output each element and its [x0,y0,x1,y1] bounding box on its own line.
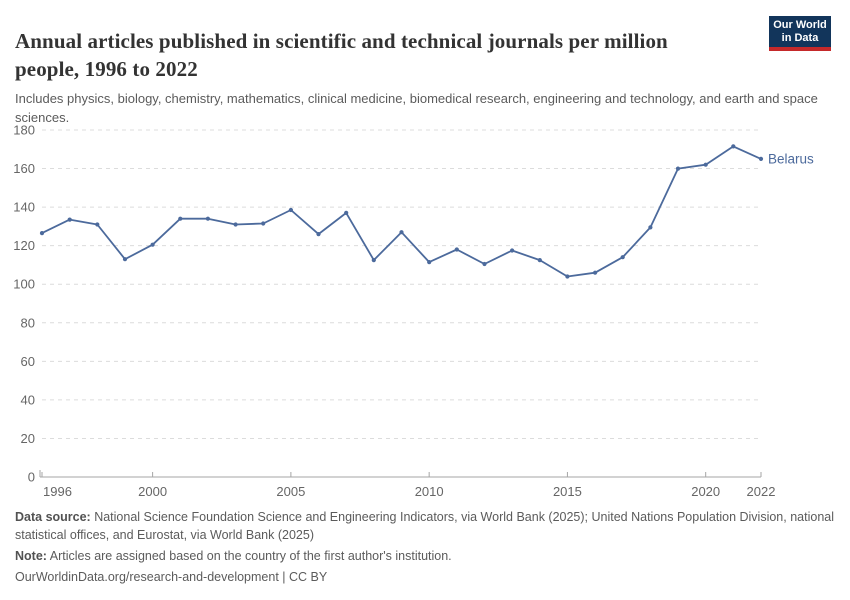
data-point-marker[interactable] [703,162,708,167]
data-point-marker[interactable] [731,144,736,149]
y-axis-tick-label: 80 [21,315,35,330]
data-point-marker[interactable] [565,274,570,279]
data-source-label: Data source: [15,510,91,524]
x-axis-tick-label: 2010 [415,484,444,499]
data-point-marker[interactable] [648,225,653,230]
data-point-marker[interactable] [537,258,542,263]
y-axis-tick-label: 160 [13,161,35,176]
data-point-marker[interactable] [316,232,321,237]
y-axis-tick-label: 120 [13,238,35,253]
data-point-marker[interactable] [758,156,764,161]
data-point-marker[interactable] [675,166,681,171]
series-end-label[interactable]: Belarus [768,151,814,166]
data-point-marker[interactable] [509,248,515,253]
chart-title: Annual articles published in scientific … [15,29,668,82]
data-point-marker[interactable] [205,216,210,221]
y-axis-tick-label: 40 [21,392,35,407]
data-point-marker[interactable] [371,258,376,263]
data-point-marker[interactable] [178,216,183,221]
data-point-marker[interactable] [67,217,72,222]
y-axis-tick-label: 100 [13,277,35,292]
y-axis-tick-label: 60 [21,354,35,369]
y-axis-tick-label: 180 [13,123,35,138]
data-point-marker[interactable] [399,230,404,235]
data-point-marker[interactable] [122,257,128,262]
data-source-line: Data source: National Science Foundation… [15,508,837,544]
y-axis-tick-label: 140 [13,200,35,215]
data-point-marker[interactable] [233,222,238,227]
x-axis-tick-label: 1996 [43,484,72,499]
data-source-text: National Science Foundation Science and … [15,510,834,542]
x-axis-tick-label: 2015 [553,484,582,499]
series-line[interactable] [41,145,762,278]
data-point-marker[interactable] [482,261,487,267]
data-point-marker[interactable] [39,231,45,236]
y-axis-tick-label: 20 [21,431,35,446]
data-point-marker[interactable] [288,207,293,213]
x-axis-tick-label: 2022 [747,484,776,499]
data-point-marker[interactable] [344,210,349,215]
footer-link[interactable]: OurWorldinData.org/research-and-developm… [15,570,328,584]
x-axis-tick-label: 2020 [691,484,720,499]
note-label: Note: [15,549,47,563]
data-point-marker[interactable] [620,255,625,260]
note-text: Articles are assigned based on the count… [46,549,452,563]
note-line: Note: Articles are assigned based on the… [15,547,837,565]
data-point-marker[interactable] [593,270,598,275]
x-axis-tick-label: 2005 [276,484,305,499]
x-axis-tick-label: 2000 [138,484,167,499]
owid-logo[interactable]: Our World in Data [769,16,831,51]
data-point-marker[interactable] [150,242,155,247]
chart-subtitle: Includes physics, biology, chemistry, ma… [15,91,818,125]
owid-logo-line2: in Data [781,31,819,44]
owid-logo-line1: Our World [773,19,827,31]
data-point-marker[interactable] [427,260,432,265]
y-axis-tick-label: 0 [28,470,35,485]
data-point-marker[interactable] [261,221,266,226]
data-point-marker[interactable] [95,222,100,227]
chart-footer: Data source: National Science Foundation… [15,508,837,586]
data-point-marker[interactable] [454,247,459,252]
